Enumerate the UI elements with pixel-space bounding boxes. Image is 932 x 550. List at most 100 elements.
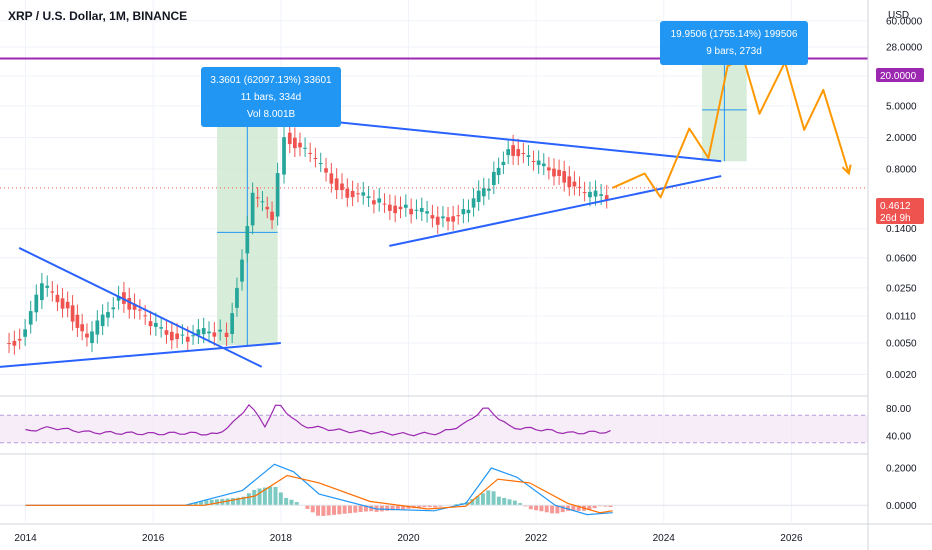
rsi-tick-0: 80.00 <box>886 404 911 415</box>
candle-51 <box>275 173 280 217</box>
candle-29 <box>159 327 164 329</box>
macd-histogram-bar <box>507 499 512 506</box>
price-tick-9: 0.0110 <box>886 312 916 323</box>
macd-histogram-bar <box>305 505 310 509</box>
candle-40 <box>218 329 223 332</box>
candle-52 <box>282 137 286 175</box>
candle-97 <box>516 149 521 157</box>
measure-box-1-line3: Vol 8.001B <box>247 109 296 120</box>
candle-1 <box>12 340 17 346</box>
macd-histogram-bar <box>401 505 406 510</box>
target-price-tag: 20.0000 <box>876 68 924 82</box>
trendline-4 <box>389 175 722 247</box>
candles[interactable] <box>7 122 609 355</box>
candle-27 <box>148 321 153 327</box>
macd-histogram-bar <box>502 497 507 506</box>
macd-histogram-bar <box>199 501 204 506</box>
macd-line <box>25 463 613 516</box>
candle-11 <box>65 301 70 309</box>
price-tick-1: 28.0000 <box>886 42 923 53</box>
price-tick-0: 60.0000 <box>886 16 923 27</box>
candle-104 <box>552 168 556 177</box>
candle-50 <box>270 211 274 221</box>
macd-histogram-bar <box>592 505 597 509</box>
price-tick-8: 0.0250 <box>886 283 917 294</box>
macd-histogram-bar <box>225 498 230 506</box>
macd-histogram-bar <box>539 505 544 512</box>
macd-histogram-bar <box>433 505 438 508</box>
drawing-overlays[interactable] <box>0 57 868 368</box>
macd-histogram-bar <box>353 505 358 513</box>
candle-54 <box>293 137 297 149</box>
macd-histogram-bar <box>278 492 283 506</box>
candle-7 <box>45 285 50 288</box>
signal-line <box>25 474 613 514</box>
candle-83 <box>446 217 450 222</box>
macd-histogram-bar <box>209 499 214 506</box>
macd-histogram-bar <box>342 505 347 514</box>
macd-histogram-bar <box>193 502 198 506</box>
macd-histogram-bar <box>230 498 235 506</box>
candle-9 <box>55 294 60 303</box>
candle-38 <box>207 331 211 334</box>
candle-59 <box>318 163 323 165</box>
last-price-tag: 0.4612 26d 9h <box>876 198 924 224</box>
macd-histogram-bar <box>480 493 485 506</box>
time-tick-4: 2022 <box>525 533 548 544</box>
macd-histogram-bar <box>475 496 480 506</box>
candle-57 <box>308 152 313 154</box>
candle-35 <box>191 335 195 337</box>
candle-30 <box>164 330 169 335</box>
candle-100 <box>531 160 536 162</box>
macd-histogram-bar <box>534 505 539 511</box>
candle-112 <box>593 190 598 197</box>
macd-histogram-bar <box>528 505 533 510</box>
macd-histogram-bar <box>289 499 294 506</box>
candle-67 <box>361 192 366 196</box>
candle-15 <box>85 333 89 338</box>
macd-histogram-bar <box>512 500 517 506</box>
candle-70 <box>377 198 382 203</box>
candle-33 <box>180 334 185 336</box>
candle-43 <box>235 287 239 308</box>
candle-74 <box>398 206 403 210</box>
time-tick-2: 2018 <box>270 533 293 544</box>
macd-histogram-bar <box>523 505 528 507</box>
candle-19 <box>106 312 110 318</box>
macd-histogram-bar <box>358 505 363 513</box>
candle-65 <box>350 190 355 198</box>
macd-histogram-bar <box>257 488 262 506</box>
macd-histogram-bar <box>566 505 571 511</box>
macd-histogram-bar <box>555 505 560 514</box>
candle-88 <box>471 198 476 208</box>
candle-48 <box>260 201 265 203</box>
candle-113 <box>599 194 603 196</box>
candle-20 <box>111 307 116 310</box>
macd-pane <box>0 463 868 516</box>
measure-box-1[interactable]: 3.3601 (62097.13%) 33601 11 bars, 334d V… <box>201 67 341 127</box>
candle-77 <box>414 209 419 211</box>
macd-histogram-bar <box>363 505 368 512</box>
macd-histogram-bar <box>284 497 289 506</box>
time-tick-5: 2024 <box>653 533 676 544</box>
candle-31 <box>169 331 174 341</box>
trendline-2 <box>0 342 281 368</box>
macd-histogram-bar <box>252 489 257 506</box>
candle-68 <box>366 196 371 198</box>
price-tick-7: 0.0600 <box>886 253 917 264</box>
candle-66 <box>356 193 360 195</box>
candle-85 <box>456 215 461 217</box>
candle-16 <box>90 331 94 344</box>
candle-26 <box>143 315 148 317</box>
candle-75 <box>403 204 408 208</box>
candle-103 <box>547 167 551 171</box>
candle-32 <box>175 333 179 340</box>
macd-tick-1: 0.0000 <box>886 501 917 512</box>
measure-box-2[interactable]: 19.9506 (1755.14%) 199506 9 bars, 273d <box>660 21 808 65</box>
candle-108 <box>572 181 577 187</box>
candle-12 <box>70 305 75 322</box>
